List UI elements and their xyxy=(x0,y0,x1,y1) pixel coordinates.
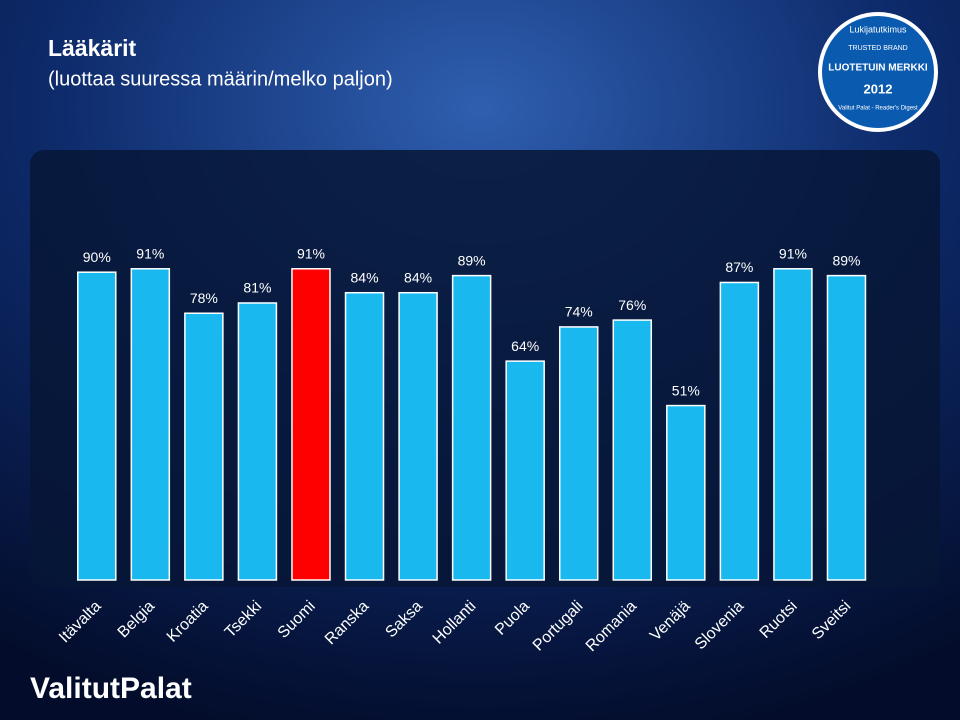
bar xyxy=(77,271,117,581)
data-label: 90% xyxy=(83,249,111,265)
badge-brand: TRUSTED BRAND xyxy=(848,45,908,52)
chart-subtitle: (luottaa suuressa määrin/melko paljon) xyxy=(48,68,393,90)
data-label: 87% xyxy=(725,259,753,275)
data-label: 78% xyxy=(190,290,218,306)
data-label: 91% xyxy=(297,245,325,261)
bar xyxy=(826,274,867,581)
bar xyxy=(184,312,224,581)
badge-top: Lukijatutkimus xyxy=(849,24,907,34)
data-label: 91% xyxy=(136,245,164,261)
badge-bottom: Valitut Palat - Reader's Digest xyxy=(838,106,918,112)
data-label: 74% xyxy=(565,304,593,320)
bar xyxy=(344,291,385,581)
bar xyxy=(612,319,653,581)
bar xyxy=(773,268,813,581)
bar xyxy=(291,268,331,581)
bar xyxy=(451,274,492,581)
badge-main: LUOTETUIN MERKKI xyxy=(828,63,928,74)
data-label: 84% xyxy=(351,269,379,285)
data-label: 81% xyxy=(243,280,271,296)
bar xyxy=(398,291,438,581)
bar xyxy=(237,302,278,581)
badge-circle xyxy=(818,12,938,132)
bar xyxy=(505,360,545,581)
data-label: 89% xyxy=(832,252,860,268)
bar xyxy=(130,268,171,581)
badge: Lukijatutkimus TRUSTED BRAND LUOTETUIN M… xyxy=(818,12,938,132)
data-label: 76% xyxy=(618,297,646,313)
data-label: 91% xyxy=(779,245,807,261)
badge-year: 2012 xyxy=(864,81,893,96)
chart-title: Lääkärit xyxy=(48,35,137,61)
data-label: 89% xyxy=(458,252,486,268)
bar xyxy=(719,281,760,581)
data-label: 84% xyxy=(404,269,432,285)
data-label: 64% xyxy=(511,338,539,354)
data-label: 51% xyxy=(672,382,700,398)
bar xyxy=(666,404,706,581)
bar xyxy=(558,326,599,581)
logo: ValitutPalat xyxy=(30,672,192,705)
